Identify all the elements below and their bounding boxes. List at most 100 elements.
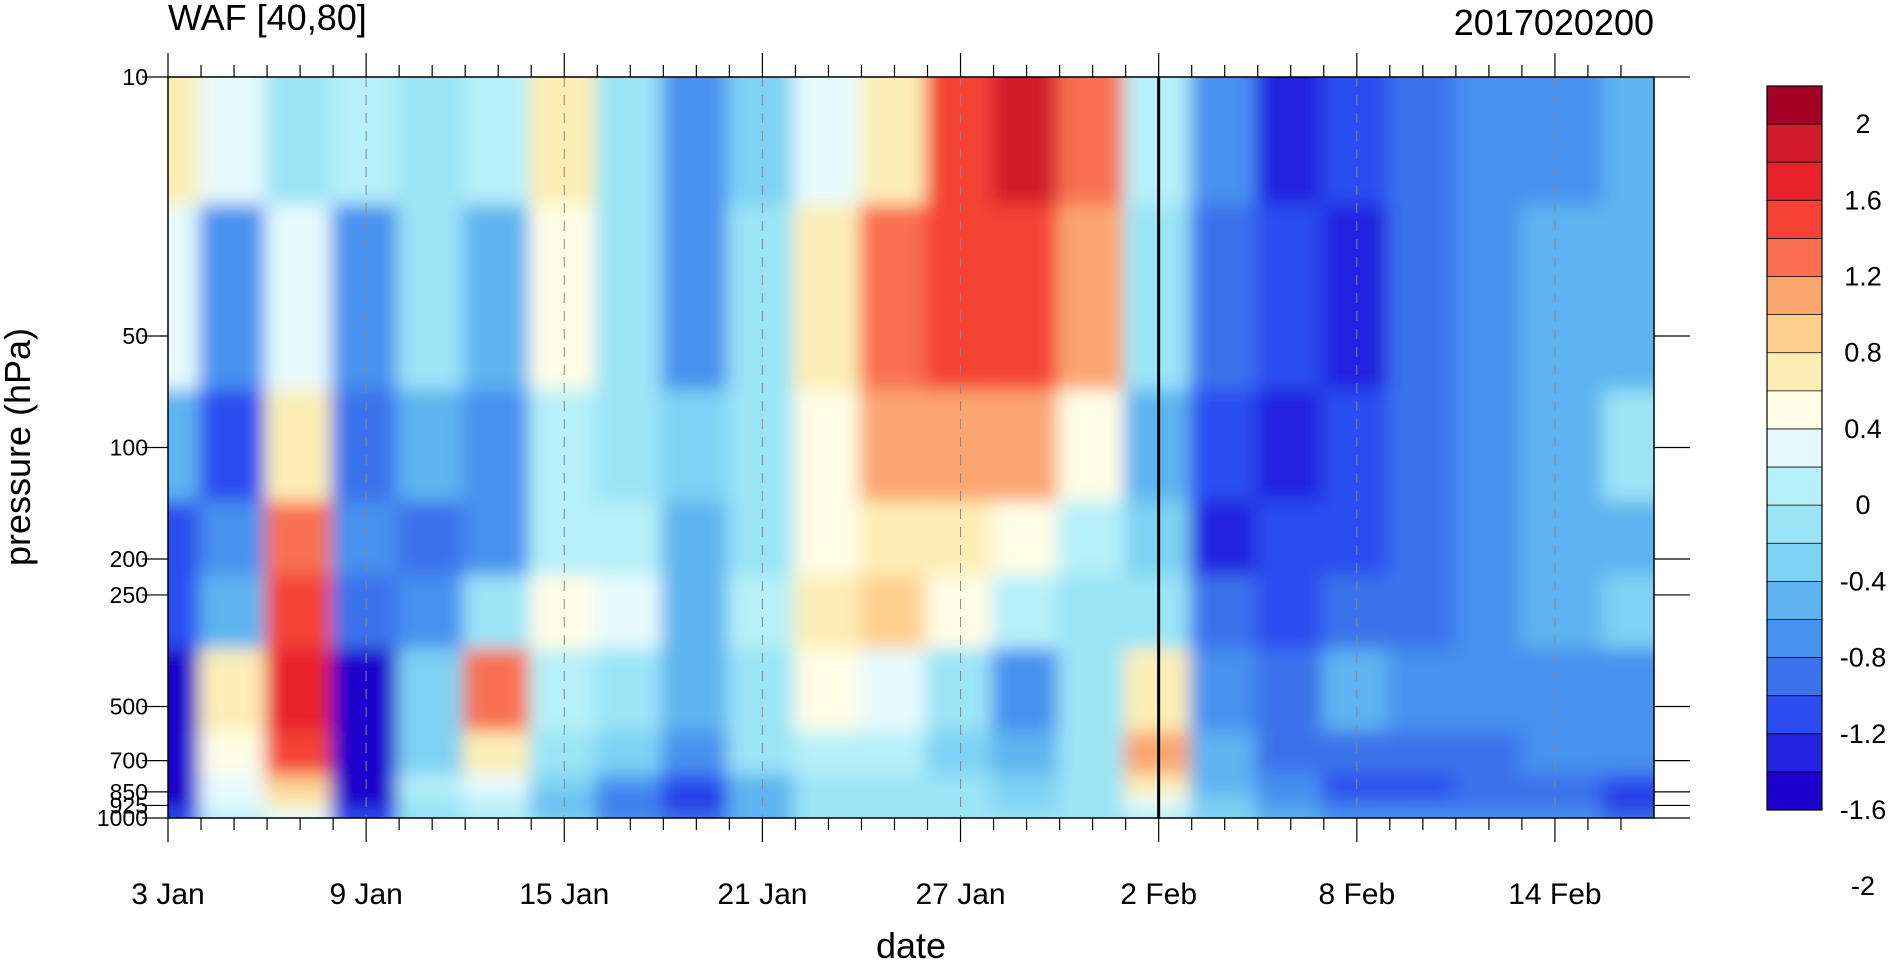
colorbar-swatch bbox=[1767, 86, 1822, 125]
field-cell bbox=[199, 204, 270, 394]
field-cell bbox=[397, 648, 468, 736]
field-cell bbox=[1255, 389, 1326, 506]
field-cell bbox=[1189, 389, 1260, 506]
field-cell bbox=[1057, 574, 1128, 653]
field-cell bbox=[595, 809, 666, 818]
field-cell bbox=[1602, 809, 1654, 818]
field-cell bbox=[397, 574, 468, 653]
colorbar-swatch bbox=[1767, 543, 1822, 582]
field-cell bbox=[1057, 809, 1128, 818]
field-cell bbox=[925, 731, 996, 779]
field-cell bbox=[661, 389, 732, 506]
field-cell bbox=[168, 501, 204, 579]
x-tick-labels: 3 Jan 9 Jan 15 Jan 21 Jan 27 Jan 2 Feb 8 Feb 14… bbox=[131, 878, 1601, 911]
field-cell bbox=[265, 809, 336, 818]
field-cell bbox=[1189, 77, 1260, 209]
field-cell bbox=[331, 731, 402, 779]
field-cell bbox=[661, 204, 732, 394]
colorbar-label: 1.2 bbox=[1844, 262, 1882, 292]
y-tick-label: 100 bbox=[110, 435, 148, 461]
field-cells bbox=[168, 77, 1654, 818]
field-cell bbox=[463, 574, 534, 653]
field-cell bbox=[1387, 731, 1458, 779]
field-cell bbox=[463, 389, 534, 506]
field-cell bbox=[199, 731, 270, 779]
field-cell bbox=[1057, 389, 1128, 506]
field-cell bbox=[199, 501, 270, 579]
y-tick-label: 200 bbox=[110, 546, 148, 572]
field-cell bbox=[859, 501, 930, 579]
field-cell bbox=[991, 501, 1062, 579]
colorbar-swatch bbox=[1767, 467, 1822, 506]
field-cell bbox=[1519, 204, 1607, 394]
field-cell bbox=[991, 77, 1062, 209]
x-tick-label: 27 Jan bbox=[915, 878, 1005, 911]
field-cell bbox=[661, 574, 732, 653]
field-cell bbox=[793, 574, 864, 653]
y-tick-label: 50 bbox=[122, 323, 148, 349]
field-cell bbox=[1519, 77, 1607, 209]
field-cell bbox=[991, 204, 1062, 394]
field-cell bbox=[595, 731, 666, 779]
field-cell bbox=[1255, 731, 1326, 779]
field-cell bbox=[463, 731, 534, 779]
field-cell bbox=[1255, 574, 1326, 653]
field-cell bbox=[661, 774, 732, 801]
contour-field bbox=[168, 77, 1654, 818]
field-cell bbox=[661, 648, 732, 736]
colorbar-swatch bbox=[1767, 771, 1822, 811]
field-cell bbox=[265, 77, 336, 209]
field-cell bbox=[1387, 796, 1458, 814]
field-cell bbox=[1189, 574, 1260, 653]
field-cell bbox=[265, 501, 336, 579]
field-cell bbox=[1453, 77, 1524, 209]
field-cell bbox=[1057, 501, 1128, 579]
field-cell bbox=[859, 574, 930, 653]
field-cell bbox=[1519, 501, 1607, 579]
field-cell bbox=[1519, 774, 1607, 801]
field-cell bbox=[265, 796, 336, 814]
field-cell bbox=[1189, 809, 1260, 818]
field-cell bbox=[793, 204, 864, 394]
field-cell bbox=[1255, 774, 1326, 801]
field-cell bbox=[1255, 648, 1326, 736]
colorbar-swatch bbox=[1767, 124, 1822, 163]
field-cell bbox=[1255, 809, 1326, 818]
colorbar-label: -0.8 bbox=[1840, 643, 1887, 673]
field-cell bbox=[463, 204, 534, 394]
field-cell bbox=[793, 796, 864, 814]
field-cell bbox=[168, 574, 204, 653]
field-cell bbox=[1519, 796, 1607, 814]
field-cell bbox=[1321, 731, 1392, 779]
field-cell bbox=[1189, 204, 1260, 394]
field-cell bbox=[1602, 574, 1654, 653]
field-cell bbox=[1602, 501, 1654, 579]
field-cell bbox=[1519, 648, 1607, 736]
field-cell bbox=[991, 648, 1062, 736]
field-cell bbox=[793, 648, 864, 736]
colorbar-swatch bbox=[1767, 390, 1822, 430]
field-cell bbox=[265, 731, 336, 779]
field-cell bbox=[463, 796, 534, 814]
field-cell bbox=[793, 731, 864, 779]
x-tick-label: 2 Feb bbox=[1120, 878, 1197, 911]
colorbar-label: 0.4 bbox=[1844, 414, 1882, 444]
field-cell bbox=[1453, 809, 1524, 818]
field-cell bbox=[1519, 809, 1607, 818]
x-tick-label: 9 Jan bbox=[329, 878, 402, 911]
field-cell bbox=[1189, 501, 1260, 579]
colorbar-swatch bbox=[1767, 581, 1822, 620]
field-cell bbox=[859, 774, 930, 801]
field-cell bbox=[168, 77, 204, 209]
colorbar-swatch bbox=[1767, 695, 1822, 735]
field-cell bbox=[265, 204, 336, 394]
field-cell bbox=[199, 774, 270, 801]
field-cell bbox=[168, 389, 204, 506]
field-cell bbox=[1453, 574, 1524, 653]
field-cell bbox=[991, 731, 1062, 779]
field-cell bbox=[1057, 648, 1128, 736]
field-cell bbox=[1453, 389, 1524, 506]
y-axis-label: pressure (hPa) bbox=[0, 328, 38, 566]
field-cell bbox=[168, 796, 204, 814]
